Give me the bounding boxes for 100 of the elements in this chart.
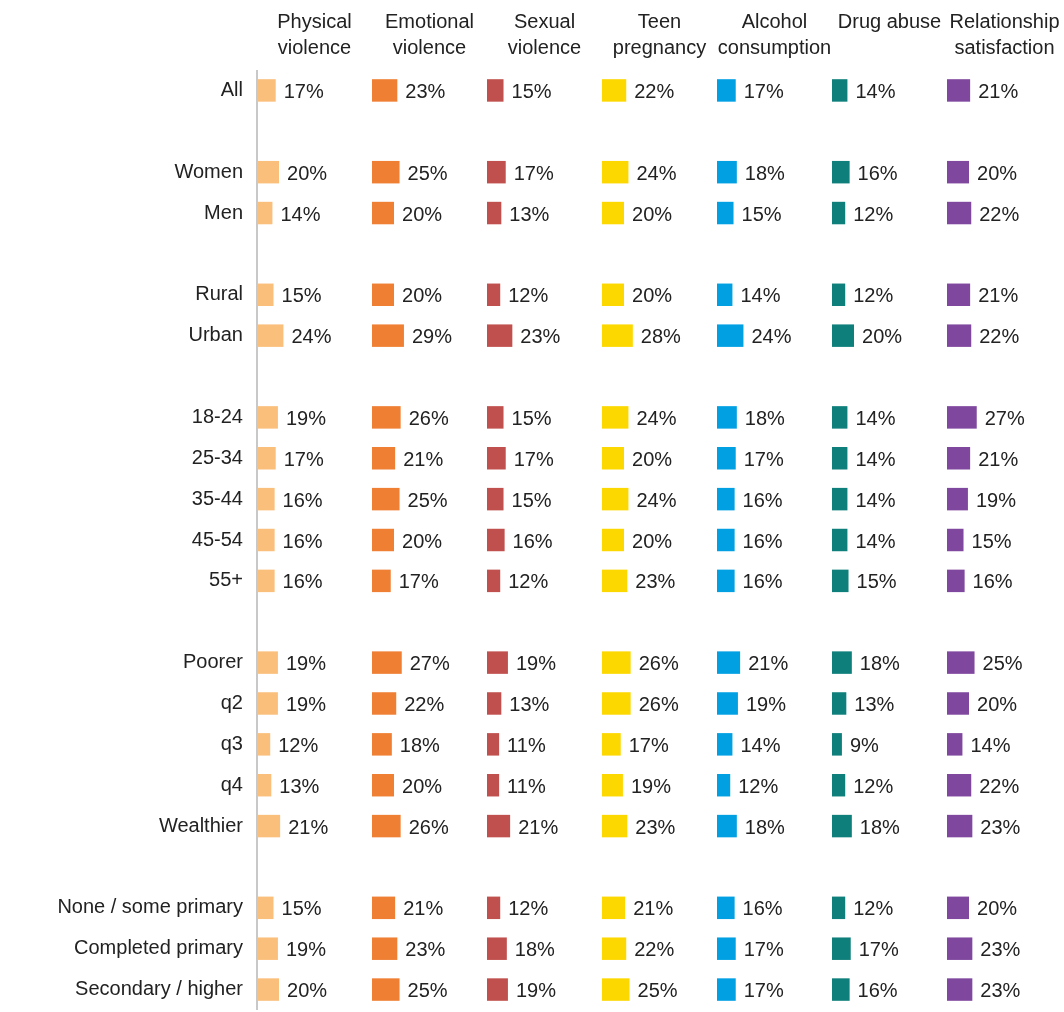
data-label: 16% [857,161,898,184]
data-label: 20% [977,692,1018,715]
data-label: 17% [628,733,669,756]
bar [832,692,847,715]
data-label: 18% [859,652,901,675]
bar [257,896,274,920]
data-label: 17% [398,570,439,593]
data-label: 20% [632,529,673,552]
bar [602,324,633,347]
data-label: 26% [638,652,679,675]
data-label: 23% [980,979,1021,1002]
y-tick-label: None / some primary [57,895,243,918]
bar [487,978,508,1001]
data-label: 12% [853,774,894,797]
bar [257,814,281,838]
data-label: 21% [748,652,789,675]
data-label: 18% [744,161,786,184]
bar [602,651,631,674]
y-tick-label: Poorer [182,650,244,673]
data-label: 19% [630,774,672,797]
chart-title: Relationship satisfaction [948,9,1061,60]
bar [257,406,278,429]
bar [487,814,511,838]
data-label: 21% [978,447,1019,470]
bar [602,201,625,225]
data-label: 24% [751,325,792,348]
data-label: 25% [982,652,1023,675]
data-label: 21% [288,815,329,838]
data-label: 22% [979,202,1020,225]
bar [602,487,629,511]
data-label: 23% [405,938,446,961]
data-label: 15% [856,570,897,593]
data-label: 20% [632,447,673,470]
bar [602,406,629,429]
data-label: 14% [970,733,1011,756]
bar [372,324,404,347]
bar [717,324,744,347]
bar [487,406,504,429]
bar [602,692,631,715]
bar [487,651,508,674]
bar [947,978,973,1001]
data-label: 27% [984,406,1025,429]
chart-title: Physical violence [276,9,353,60]
data-label: 21% [403,447,444,470]
bar [257,324,284,347]
bar [372,651,402,674]
y-tick-label: Rural [195,282,243,305]
bar [832,937,851,960]
data-label: 19% [975,488,1017,511]
data-label: 17% [743,979,784,1002]
bar [257,937,278,960]
data-label: 12% [508,284,549,307]
bar [947,283,971,307]
data-label: 16% [857,979,898,1002]
bar [717,814,737,838]
bar [257,978,280,1001]
bar [257,447,276,470]
bar [947,814,973,838]
bar [602,896,626,920]
chart-title: Alcohol consumption [717,9,832,60]
data-label: 24% [636,488,677,511]
data-label: 19% [515,979,557,1002]
data-label: 18% [744,815,786,838]
data-label: 16% [742,897,783,920]
bar [372,733,392,756]
bar [832,79,848,102]
data-label: 20% [402,202,443,225]
bar [717,692,738,715]
data-label: 20% [632,202,673,225]
data-label: 23% [980,815,1021,838]
data-label: 15% [511,406,552,429]
y-tick-label: 35-44 [191,486,243,509]
bar [602,528,625,552]
bar [257,569,275,593]
data-label: 25% [637,979,678,1002]
data-label: 21% [518,815,559,838]
bar [487,201,502,225]
data-label: 12% [508,897,549,920]
bar [372,160,400,184]
data-label: 27% [409,652,450,675]
bar [717,528,735,552]
data-label: 22% [634,938,675,961]
bar [372,487,400,511]
bar [372,79,398,102]
bar [487,733,500,756]
bar [947,487,968,511]
bar [832,733,842,756]
bar [257,201,273,225]
data-label: 14% [855,488,896,511]
y-tick-label: Women [174,159,243,182]
data-label: 19% [745,692,787,715]
bar [832,160,850,184]
bar [602,79,627,102]
bar [832,201,846,225]
data-label: 20% [977,161,1018,184]
data-label: 21% [978,79,1019,102]
bar [602,447,625,470]
bar [487,324,513,347]
data-label: 17% [743,938,784,961]
data-label: 16% [972,570,1013,593]
